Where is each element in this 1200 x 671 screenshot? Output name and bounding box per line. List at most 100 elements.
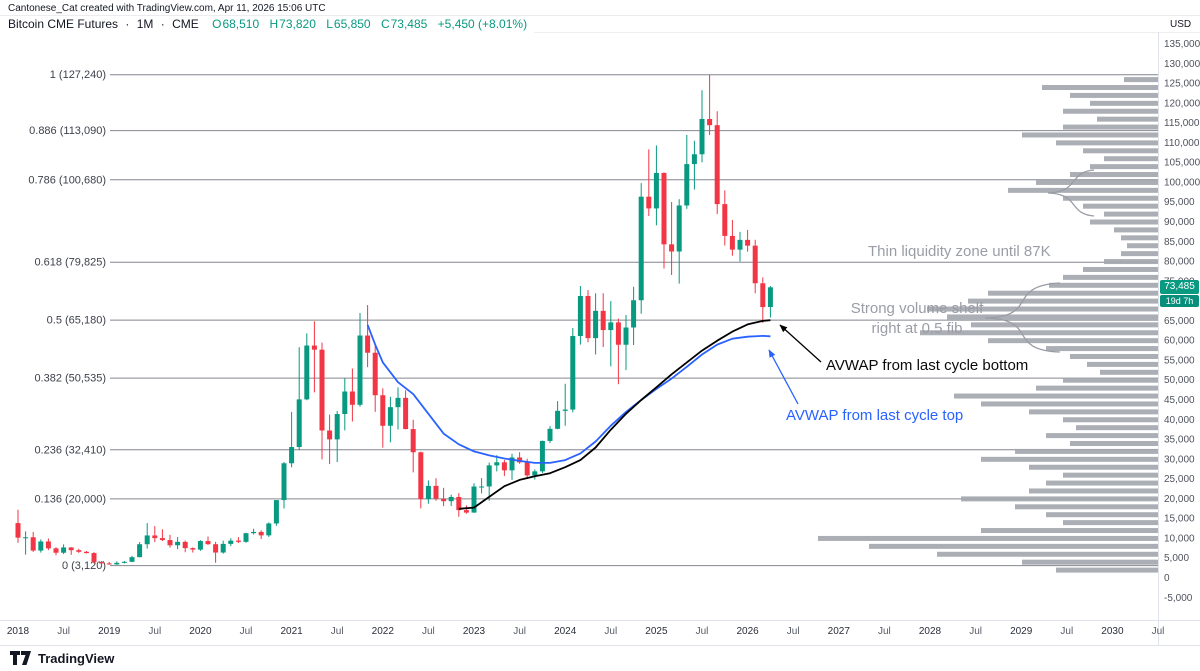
candle [182, 540, 188, 553]
volume-profile-bar [1083, 266, 1158, 272]
candle [30, 531, 36, 552]
price-axis-label: 130,000 [1164, 59, 1200, 70]
volume-profile-bar [1046, 480, 1158, 486]
avwap-top-arrow[interactable] [768, 349, 799, 405]
price-axis-label: 40,000 [1164, 415, 1195, 426]
price-axis-label: 55,000 [1164, 355, 1195, 366]
volume-profile-bar [1090, 164, 1158, 170]
candle [638, 183, 644, 314]
time-axis-label: 2019 [98, 626, 121, 637]
time-axis-label: Jul [240, 626, 253, 637]
candle [585, 290, 591, 343]
avwap-bottom-arrow[interactable] [779, 324, 822, 363]
low-label: L [326, 17, 333, 31]
volume-profile-bar [1046, 433, 1158, 439]
separator-dot: · [125, 17, 130, 31]
candle [707, 74, 713, 136]
volume-profile-bar [1090, 219, 1158, 225]
volume-profile-bar [927, 306, 1158, 312]
annotation-volume-shelf[interactable]: Strong volume shelf right at 0.5 fib [836, 299, 998, 339]
candle [266, 522, 272, 537]
price-axis-label: 45,000 [1164, 395, 1195, 406]
tradingview-logo-icon[interactable] [10, 651, 31, 666]
thin-liquidity-brace[interactable] [1047, 169, 1095, 217]
volume-profile-bar [961, 496, 1158, 502]
volume-profile-bar [1124, 77, 1158, 83]
volume-profile-bar [1015, 504, 1158, 510]
volume-profile-bar [1063, 195, 1158, 201]
volume-shelf-brace[interactable] [984, 282, 1061, 353]
candle [251, 528, 257, 535]
candle [479, 478, 485, 494]
close-value: 73,485 [390, 17, 428, 31]
time-axis-label: 2027 [828, 626, 851, 637]
annotation-volume-shelf-line2: right at 0.5 fib [871, 320, 963, 337]
candle [501, 459, 507, 476]
annotation-avwap-bottom[interactable]: AVWAP from last cycle bottom [826, 357, 1029, 374]
volume-profile-bar [981, 401, 1158, 407]
candle [623, 315, 629, 371]
candle [760, 277, 766, 323]
interval-label[interactable]: 1M [136, 17, 154, 31]
candle [144, 523, 150, 549]
candle [334, 410, 340, 463]
candle [395, 387, 401, 430]
annotation-thin-liquidity[interactable]: Thin liquidity zone until 87K [868, 243, 1051, 260]
volume-profile-bar [1063, 520, 1158, 526]
tradingview-logo-text[interactable]: TradingView [38, 651, 115, 666]
fib-label: 0.136 (20,000) [34, 493, 106, 505]
volume-profile-bar [1083, 148, 1158, 154]
candle [714, 111, 720, 215]
candle [61, 544, 67, 555]
volume-profile-bar [1029, 488, 1158, 494]
volume-profile-bar [971, 322, 1158, 328]
candle [532, 469, 538, 480]
price-axis-label: 80,000 [1164, 257, 1195, 268]
bottom-bar: TradingView [0, 645, 1200, 671]
candle [45, 538, 51, 551]
price-axis-label: 35,000 [1164, 435, 1195, 446]
current-price-badge: 73,485 [1160, 280, 1199, 294]
volume-profile-bar [1070, 441, 1158, 447]
close-label: C [380, 17, 390, 31]
candle [372, 344, 378, 412]
candle [327, 414, 333, 465]
annotation-avwap-top[interactable]: AVWAP from last cycle top [786, 407, 964, 424]
volume-profile-bar [1090, 100, 1158, 106]
candle [167, 534, 173, 548]
volume-profile-bar [1056, 567, 1158, 573]
avwap-top-line[interactable] [366, 324, 771, 464]
symbol-title[interactable]: Bitcoin CME Futures [8, 17, 119, 31]
currency-label: USD [1170, 19, 1192, 30]
volume-profile-bar [1083, 203, 1158, 209]
fib-label: 0 (3,120) [62, 560, 106, 572]
price-axis-label: 10,000 [1164, 533, 1195, 544]
time-axis-label: 2023 [463, 626, 486, 637]
candle [319, 342, 325, 460]
volume-profile-bar [1015, 448, 1158, 454]
volume-profile-bar [1070, 353, 1158, 359]
candle [83, 551, 89, 554]
candle-countdown-badge: 19d 7h [1160, 295, 1199, 307]
time-axis-label: Jul [1060, 626, 1073, 637]
volume-profile-bar [947, 314, 1158, 320]
time-axis-label: Jul [513, 626, 526, 637]
candle [91, 552, 97, 564]
fib-label: 0.618 (79,825) [34, 257, 106, 269]
candle [228, 538, 234, 546]
volume-profile-bar [1121, 235, 1158, 241]
annotation-volume-shelf-line1: Strong volume shelf [850, 300, 984, 317]
attribution-text: Cantonese_Cat created with TradingView.c… [8, 3, 326, 14]
candle [289, 411, 295, 468]
time-axis-label: 2028 [919, 626, 942, 637]
price-axis-label: 0 [1164, 573, 1170, 584]
avwap-bottom-line[interactable] [458, 319, 771, 510]
volume-profile-bar [988, 290, 1158, 296]
volume-profile-bar [1114, 227, 1158, 233]
attribution-bar: Cantonese_Cat created with TradingView.c… [0, 0, 1200, 16]
time-axis-label: Jul [1152, 626, 1165, 637]
fib-label: 0.5 (65,180) [47, 315, 106, 327]
time-axis-label: Jul [148, 626, 161, 637]
candle [311, 321, 317, 393]
